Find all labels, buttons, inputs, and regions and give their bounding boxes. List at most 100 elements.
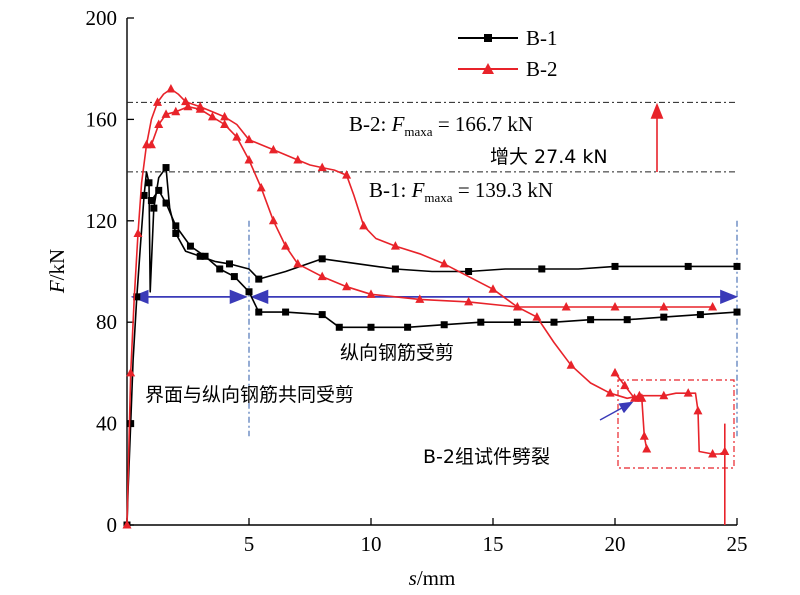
- data-point: [693, 405, 703, 415]
- data-point: [465, 268, 473, 275]
- data-point: [150, 204, 158, 212]
- y-tick-label: 80: [96, 310, 117, 334]
- annotation-zone-right: 纵向钢筋受剪: [340, 342, 454, 364]
- data-point: [439, 258, 449, 268]
- y-tick-label: 200: [86, 6, 118, 30]
- data-point: [140, 191, 148, 199]
- data-point: [161, 109, 171, 118]
- y-tick-label: 0: [107, 513, 118, 537]
- data-point: [477, 318, 485, 326]
- data-point: [642, 443, 652, 453]
- annotation-increase: 增大 27.4 kN: [490, 146, 608, 168]
- data-point: [166, 83, 176, 93]
- y-axis-label: F/kN: [45, 249, 69, 294]
- data-point: [196, 252, 204, 260]
- x-tick-label: 25: [727, 532, 748, 556]
- y-tick-label: 120: [86, 209, 118, 233]
- data-point: [512, 301, 522, 311]
- data-point: [359, 220, 369, 230]
- x-tick-label: 20: [605, 532, 626, 556]
- annotation-splitting: B-2组试件劈裂: [423, 446, 550, 468]
- data-point: [183, 101, 193, 111]
- data-point: [317, 162, 327, 172]
- data-point: [342, 281, 352, 291]
- data-point: [566, 360, 576, 369]
- data-point: [256, 182, 266, 192]
- legend-label-b2: B-2: [526, 57, 558, 81]
- axis-ticks: 5 10 15 20 25 0 40 80 120 160 200: [86, 6, 748, 556]
- data-point: [623, 316, 631, 324]
- data-point: [255, 275, 263, 283]
- annotation-b1-fmax: B-1: Fmaxa = 139.3 kN: [369, 178, 553, 205]
- splitting-arrow: [599, 401, 634, 421]
- data-point: [610, 301, 620, 311]
- data-point: [488, 284, 498, 293]
- data-point: [440, 321, 448, 329]
- data-point: [293, 154, 303, 164]
- x-tick-label: 10: [361, 532, 382, 556]
- data-point: [255, 308, 263, 316]
- data-point: [659, 301, 669, 311]
- data-point: [146, 139, 156, 149]
- data-point: [268, 144, 278, 154]
- data-point: [317, 271, 327, 281]
- legend-item-b1: B-1: [458, 26, 558, 50]
- data-point: [245, 288, 253, 296]
- data-point: [162, 199, 170, 207]
- data-point: [335, 323, 343, 331]
- annotation-zone-left: 界面与纵向钢筋共同受剪: [145, 384, 354, 406]
- data-point: [639, 431, 649, 440]
- data-point: [154, 119, 164, 128]
- data-point: [708, 449, 718, 458]
- data-point: [415, 294, 425, 303]
- data-point: [195, 104, 205, 113]
- splitting-highlight-box: [617, 379, 735, 469]
- data-point: [391, 265, 399, 273]
- data-point: [171, 106, 181, 116]
- data-point: [733, 262, 741, 270]
- data-point: [153, 97, 162, 106]
- data-point: [550, 318, 558, 326]
- data-point: [122, 520, 132, 529]
- data-point: [225, 260, 233, 268]
- data-point: [162, 164, 170, 172]
- data-point: [281, 241, 291, 250]
- y-tick-label: 40: [96, 412, 117, 436]
- data-point: [561, 301, 571, 311]
- data-point: [659, 390, 669, 400]
- data-point: [318, 255, 326, 263]
- data-point: [133, 293, 141, 301]
- data-point: [268, 215, 278, 225]
- reference-lines: [127, 101, 739, 437]
- data-point: [127, 420, 135, 428]
- data-point: [683, 388, 693, 397]
- data-point: [637, 393, 647, 402]
- data-point: [733, 308, 741, 316]
- x-tick-label: 15: [483, 532, 504, 556]
- data-point: [610, 367, 620, 377]
- data-point: [587, 316, 595, 324]
- data-point: [696, 311, 704, 319]
- data-point: [620, 380, 630, 390]
- data-point: [293, 258, 303, 268]
- data-point: [126, 367, 136, 377]
- data-point: [390, 241, 400, 250]
- data-point: [244, 154, 254, 164]
- data-series: [122, 83, 741, 529]
- data-point: [605, 388, 615, 397]
- data-point: [366, 289, 376, 298]
- data-point: [232, 132, 242, 141]
- data-point: [244, 134, 254, 144]
- data-point: [532, 312, 542, 321]
- series-line-0: [126, 166, 737, 526]
- data-point: [216, 265, 224, 273]
- data-point: [172, 229, 180, 237]
- data-point: [318, 311, 326, 319]
- data-point: [367, 323, 375, 331]
- annotation-b2-fmax: B-2: Fmaxa = 166.7 kN: [349, 112, 533, 139]
- data-point: [220, 119, 230, 128]
- legend: B-1 B-2: [458, 26, 558, 81]
- y-tick-label: 160: [86, 107, 118, 131]
- data-point: [207, 111, 217, 121]
